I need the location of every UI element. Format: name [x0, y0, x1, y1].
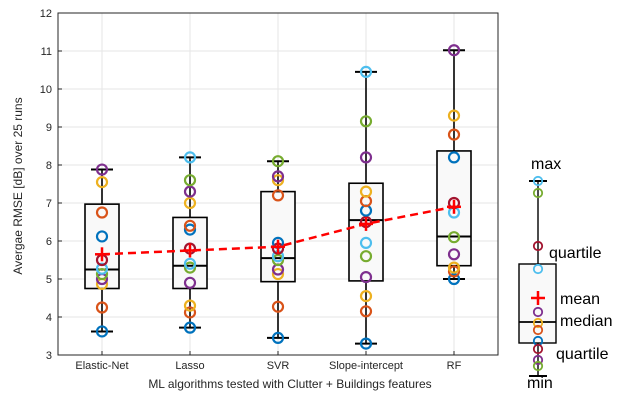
run-marker [447, 44, 461, 57]
run-marker [271, 300, 285, 313]
run-marker [95, 325, 109, 338]
run-marker [359, 290, 373, 303]
x-tick-label: Elastic-Net [75, 360, 128, 372]
run-marker [271, 331, 285, 344]
run-marker [95, 206, 109, 219]
legend-mean-label: mean [560, 291, 600, 308]
run-marker [183, 219, 197, 232]
legend-run-marker [532, 240, 544, 252]
x-tick-label: Slope-intercept [329, 360, 403, 372]
box-svr [260, 155, 296, 344]
run-marker [183, 185, 197, 198]
legend-run-marker [532, 187, 544, 199]
legend-median-label: median [560, 313, 612, 330]
run-marker [447, 128, 461, 141]
legend-max-label: max [531, 156, 561, 173]
run-marker [359, 115, 373, 128]
box-lasso [172, 151, 208, 334]
run-marker [447, 231, 461, 244]
quartile-box [260, 190, 296, 283]
axis-labels: ML algorithms tested with Clutter + Buil… [11, 97, 432, 391]
y-tick-label: 11 [41, 46, 52, 58]
run-marker [95, 176, 109, 189]
run-marker [183, 196, 197, 210]
mean-line [101, 205, 455, 256]
run-marker [271, 170, 285, 183]
legend-run-marker [532, 343, 544, 355]
y-axis-label: Avergae RMSE [dB] over 25 runs [11, 97, 25, 274]
x-tick-label: RF [447, 360, 462, 372]
run-marker [271, 189, 285, 202]
run-marker [359, 185, 373, 198]
run-marker [183, 306, 197, 319]
run-marker [271, 155, 285, 168]
legend-min-label: min [527, 375, 553, 392]
run-marker [359, 65, 373, 79]
legend-run-marker [532, 306, 544, 318]
legend-quartile-lower-label: quartile [556, 346, 609, 363]
y-tick-label: 9 [46, 122, 52, 134]
run-marker [359, 236, 373, 249]
x-tick-label: SVR [267, 360, 290, 372]
run-marker [95, 301, 109, 314]
run-marker [271, 253, 285, 267]
run-marker [271, 267, 285, 281]
legend-box-diagram: max quartile mean median quartile min [518, 156, 612, 392]
y-tick-label: 5 [46, 274, 52, 286]
run-marker [359, 250, 373, 263]
run-marker [447, 248, 461, 261]
quartile-box [348, 182, 384, 282]
legend-run-marker [532, 354, 544, 366]
run-marker [359, 151, 373, 164]
y-tick-label: 10 [40, 84, 52, 96]
y-tick-label: 4 [46, 312, 52, 324]
run-marker [183, 151, 197, 164]
run-marker [359, 337, 373, 350]
run-marker [95, 262, 109, 275]
run-marker [183, 174, 197, 187]
run-marker [183, 223, 197, 236]
run-marker [447, 151, 461, 164]
run-marker [447, 272, 461, 286]
legend-run-marker [532, 263, 544, 275]
run-marker [183, 276, 197, 289]
box-rf [436, 44, 472, 286]
run-marker [271, 174, 285, 187]
box-slope-intercept [348, 65, 384, 350]
y-tick-label: 8 [46, 160, 52, 172]
x-tick-label: Lasso [175, 360, 204, 372]
run-marker [359, 305, 373, 318]
x-axis-label: ML algorithms tested with Clutter + Buil… [148, 377, 431, 391]
y-tick-label: 3 [46, 350, 52, 362]
legend-run-marker [532, 360, 544, 372]
run-marker [447, 109, 461, 122]
run-marker [359, 271, 373, 284]
run-marker [95, 230, 109, 243]
run-marker [183, 257, 197, 270]
run-marker [183, 299, 197, 312]
axes: 3 4 5 6 7 8 9 10 11 12 Elastic-Net Lasso SVR Slope-in… [40, 8, 499, 372]
run-marker [95, 267, 109, 281]
legend-quartile-upper-label: quartile [549, 245, 602, 262]
y-tick-label: 6 [46, 236, 52, 248]
box-plot-series [84, 44, 472, 350]
box-elastic-net [84, 163, 120, 338]
y-tick-label: 7 [46, 198, 52, 210]
legend-run-marker [532, 324, 544, 336]
run-marker [447, 261, 461, 274]
y-tick-label: 12 [40, 8, 52, 20]
run-marker [447, 265, 461, 278]
run-marker [95, 163, 109, 176]
legend-run-marker [532, 317, 544, 329]
legend-run-marker [532, 175, 544, 187]
mean-trend-line [101, 205, 455, 256]
run-marker [183, 321, 197, 334]
run-marker [183, 261, 197, 274]
